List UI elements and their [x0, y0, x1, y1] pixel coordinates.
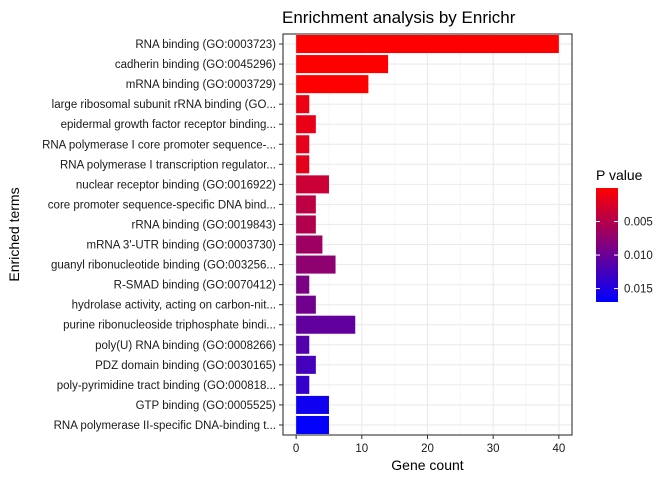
plot-panel: [282, 33, 573, 436]
x-tick-label: 0: [293, 443, 299, 455]
y-tick-label: RNA binding (GO:0003723): [135, 39, 276, 51]
bar: [296, 255, 336, 274]
x-tick-label: 40: [552, 443, 565, 455]
bar: [296, 75, 369, 94]
bar: [296, 135, 310, 154]
y-tick-label: RNA polymerase II-specific DNA-binding t…: [54, 420, 276, 432]
y-tick-label: poly(U) RNA binding (GO:0008266): [95, 340, 276, 352]
y-tick-label: R-SMAD binding (GO:0070412): [114, 280, 277, 292]
y-tick-label: guanyl ribonucleotide binding (GO:003256…: [51, 260, 276, 272]
x-tick-label: 30: [487, 443, 500, 455]
y-tick-label: poly-pyrimidine tract binding (GO:000818…: [57, 380, 276, 392]
legend-tick-label: 0.010: [624, 250, 653, 262]
y-tick-label: hydrolase activity, acting on carbon-nit…: [72, 300, 276, 312]
x-tick-label: 10: [355, 443, 368, 455]
bar: [296, 355, 316, 374]
bar: [296, 35, 559, 54]
y-tick-label: mRNA 3'-UTR binding (GO:0003730): [87, 240, 277, 252]
x-axis-title: Gene count: [391, 457, 463, 473]
bar: [296, 335, 310, 354]
y-tick-label: purine ribonucleoside triphosphate bindi…: [63, 320, 276, 332]
bar: [296, 295, 316, 314]
bar: [296, 315, 356, 334]
bar: [296, 115, 316, 134]
bar: [296, 415, 329, 434]
bar: [296, 375, 310, 394]
bar: [296, 235, 323, 254]
bar: [296, 175, 329, 194]
y-tick-label: RNA polymerase I transcription regulator…: [60, 159, 276, 171]
legend-title: P value: [596, 167, 643, 183]
bar: [296, 195, 316, 214]
bar: [296, 395, 329, 414]
x-tick-label: 20: [421, 443, 434, 455]
y-tick-label: GTP binding (GO:0005525): [136, 400, 277, 412]
p-value-colorbar: [596, 188, 618, 302]
y-axis-title: Enriched terms: [6, 187, 22, 281]
y-tick-label: rRNA binding (GO:0019843): [132, 219, 277, 231]
bar: [296, 215, 316, 234]
y-tick-label: core promoter sequence-specific DNA bind…: [48, 199, 276, 211]
y-tick-label: cadherin binding (GO:0045296): [115, 59, 276, 71]
y-tick-label: large ribosomal subunit rRNA binding (GO…: [52, 99, 276, 111]
bar: [296, 55, 389, 74]
y-tick-label: PDZ domain binding (GO:0030165): [95, 360, 276, 372]
p-value-legend: P value 0.005 0.010 0.015: [596, 167, 653, 302]
y-tick-label: epidermal growth factor receptor binding…: [61, 119, 276, 131]
y-tick-label: RNA polymerase I core promoter sequence-…: [42, 139, 276, 151]
chart-title: Enrichment analysis by Enrichr: [282, 8, 516, 27]
legend-tick-label: 0.005: [624, 217, 653, 229]
legend-tick-label: 0.015: [624, 284, 653, 296]
bar: [296, 275, 310, 294]
bar: [296, 95, 310, 114]
y-tick-label: mRNA binding (GO:0003729): [126, 79, 276, 91]
bar: [296, 155, 310, 174]
y-tick-label: nuclear receptor binding (GO:0016922): [76, 179, 276, 191]
